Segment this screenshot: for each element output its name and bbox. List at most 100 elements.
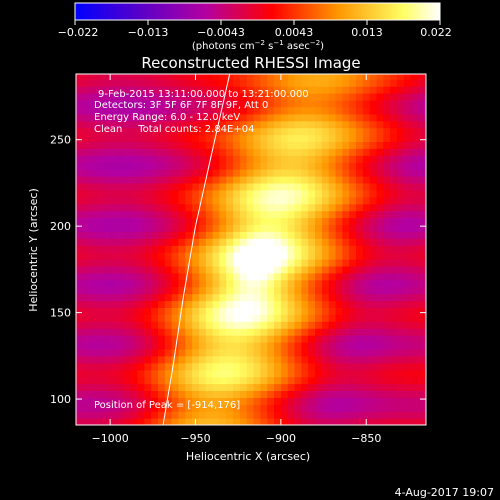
heatmap-cell [417, 376, 425, 385]
heatmap-cell [185, 362, 193, 371]
heatmap-cell [260, 335, 268, 343]
heatmap-cell [294, 348, 302, 357]
heatmap-cell [274, 390, 282, 398]
heatmap-cell [397, 369, 405, 378]
heatmap-cell [137, 189, 145, 198]
heatmap-cell [383, 106, 391, 115]
heatmap-cell [417, 155, 425, 163]
heatmap-cell [130, 390, 138, 398]
heatmap-cell [328, 279, 337, 288]
heatmap-cell [103, 79, 111, 87]
heatmap-cell [260, 99, 268, 108]
heatmap-cell [192, 286, 200, 295]
heatmap-cell [356, 390, 364, 398]
heatmap-cell [239, 279, 248, 288]
heatmap-cell [260, 141, 268, 149]
heatmap-cell [226, 245, 234, 253]
heatmap-cell [226, 203, 234, 212]
heatmap-cell [294, 404, 302, 412]
heatmap-cell [356, 376, 364, 385]
heatmap-cell [151, 127, 159, 136]
heatmap-cell [123, 355, 132, 364]
heatmap-cell [226, 113, 234, 122]
heatmap-cell [233, 411, 241, 419]
heatmap-cell [410, 182, 418, 191]
heatmap-cell [301, 162, 309, 170]
heatmap-cell [280, 182, 289, 191]
heatmap-cell [130, 307, 138, 315]
heatmap-cell [294, 265, 302, 274]
heatmap-cell [171, 252, 179, 260]
heatmap-cell [82, 383, 91, 391]
heatmap-cell [185, 376, 193, 385]
heatmap-cell [321, 328, 330, 336]
heatmap-cell [267, 390, 275, 398]
heatmap-cell [267, 369, 275, 378]
heatmap-cell [424, 113, 426, 122]
heatmap-cell [260, 106, 268, 115]
heatmap-cell [76, 245, 84, 253]
heatmap-cell [89, 182, 98, 191]
heatmap-cell [403, 120, 412, 129]
heatmap-cell [253, 141, 261, 149]
heatmap-cell [321, 203, 330, 212]
heatmap-cell [376, 224, 384, 232]
heatmap-cell [424, 369, 426, 378]
heatmap-cell [328, 362, 337, 371]
heatmap-cell [253, 106, 261, 115]
heatmap-cell [192, 134, 200, 142]
heatmap-cell [280, 189, 289, 198]
heatmap-cell [158, 390, 166, 398]
heatmap-cell [110, 93, 118, 101]
heatmap-cell [356, 79, 364, 87]
heatmap-cell [342, 162, 350, 170]
heatmap-cell [315, 272, 323, 281]
heatmap-cell [226, 79, 234, 87]
y-tick-label: 200 [50, 220, 71, 233]
heatmap-cell [89, 404, 98, 412]
annotation-peak-position: Position of Peak = [-914,176] [94, 400, 240, 411]
heatmap-cell [233, 74, 241, 80]
heatmap-cell [178, 86, 186, 94]
heatmap-cell [117, 404, 125, 412]
heatmap-cell [315, 286, 323, 295]
heatmap-cell [308, 182, 316, 191]
heatmap-cell [226, 127, 234, 136]
heatmap-cell [335, 231, 343, 239]
heatmap-cell [267, 86, 275, 94]
heatmap-cell [212, 279, 220, 288]
heatmap-cell [390, 148, 398, 156]
heatmap-cell [144, 93, 152, 101]
heatmap-cell [349, 127, 357, 136]
heatmap-cell [137, 134, 145, 142]
heatmap-cell [185, 335, 193, 343]
heatmap-cell [233, 286, 241, 295]
heatmap-cell [260, 279, 268, 288]
heatmap-cell [82, 265, 91, 274]
heatmap-cell [103, 348, 111, 357]
heatmap-cell [137, 252, 145, 260]
heatmap-cell [397, 348, 405, 357]
heatmap-cell [130, 362, 138, 371]
heatmap-cell [274, 169, 282, 177]
heatmap-cell [383, 162, 391, 170]
heatmap-cell [403, 231, 412, 239]
heatmap-cell [233, 86, 241, 94]
heatmap-cell [171, 355, 179, 364]
heatmap-cell [185, 272, 193, 281]
heatmap-cell [308, 196, 316, 205]
heatmap-cell [274, 217, 282, 225]
heatmap-cell [294, 224, 302, 232]
heatmap-cell [315, 335, 323, 343]
colorbar-gradient [74, 2, 441, 21]
heatmap-cell [158, 127, 166, 136]
heatmap-cell [280, 369, 289, 378]
heatmap-cell [192, 293, 200, 302]
heatmap-cell [335, 120, 343, 129]
heatmap-cell [205, 307, 214, 315]
heatmap-cell [198, 265, 207, 274]
heatmap-cell [103, 182, 111, 191]
heatmap-cell [397, 321, 405, 329]
heatmap-cell [260, 93, 268, 101]
heatmap-cell [342, 231, 350, 239]
